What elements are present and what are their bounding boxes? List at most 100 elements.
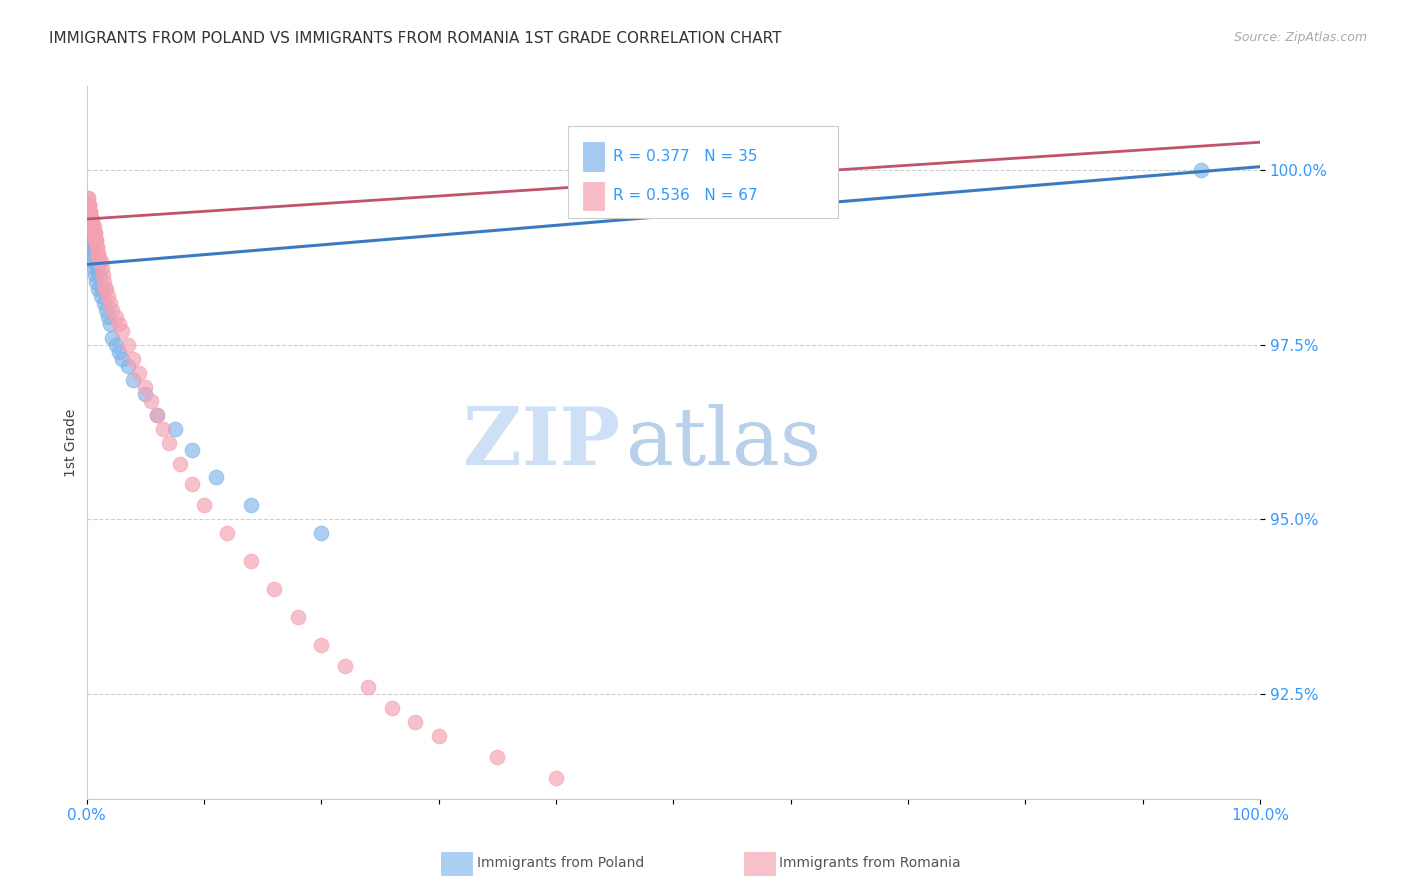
Point — [128, 366, 150, 380]
Text: R = 0.536   N = 67: R = 0.536 N = 67 — [613, 188, 758, 203]
Point — [76, 191, 98, 205]
Point — [79, 205, 101, 219]
Point — [117, 359, 139, 373]
Point — [181, 442, 204, 457]
Point — [90, 282, 112, 296]
Point — [79, 205, 101, 219]
Point — [84, 233, 107, 247]
Point — [86, 240, 108, 254]
Point — [97, 310, 120, 324]
Point — [93, 275, 115, 289]
Point — [309, 638, 332, 652]
Point — [404, 714, 426, 729]
Point — [357, 680, 380, 694]
Point — [80, 233, 103, 247]
Point — [104, 338, 127, 352]
Point — [333, 659, 356, 673]
Point — [87, 247, 110, 261]
Point — [83, 226, 105, 240]
Point — [82, 254, 104, 268]
Point — [77, 198, 100, 212]
Bar — [583, 142, 605, 170]
Point — [83, 233, 105, 247]
Point — [83, 226, 105, 240]
Point — [239, 499, 262, 513]
Point — [134, 380, 156, 394]
Point — [90, 289, 112, 303]
Point — [111, 351, 134, 366]
Point — [87, 247, 110, 261]
Point — [76, 198, 98, 212]
Point — [91, 268, 114, 282]
Point — [93, 296, 115, 310]
Point — [80, 212, 103, 227]
Point — [104, 310, 127, 324]
Point — [80, 212, 103, 227]
Y-axis label: 1st Grade: 1st Grade — [65, 409, 79, 476]
Point — [139, 393, 162, 408]
Point — [79, 212, 101, 227]
Point — [287, 610, 309, 624]
Point — [77, 233, 100, 247]
Point — [101, 331, 124, 345]
Point — [381, 701, 404, 715]
Point — [181, 477, 204, 491]
Point — [117, 338, 139, 352]
Text: R = 0.377   N = 35: R = 0.377 N = 35 — [613, 149, 758, 164]
Point — [90, 254, 112, 268]
Point — [83, 226, 105, 240]
Point — [89, 254, 111, 268]
Text: atlas: atlas — [626, 403, 821, 482]
Point — [82, 212, 104, 227]
Text: ZIP: ZIP — [464, 403, 620, 482]
Text: IMMIGRANTS FROM POLAND VS IMMIGRANTS FROM ROMANIA 1ST GRADE CORRELATION CHART: IMMIGRANTS FROM POLAND VS IMMIGRANTS FRO… — [49, 31, 782, 46]
Point — [79, 205, 101, 219]
Point — [152, 421, 174, 435]
Bar — [583, 182, 605, 210]
Point — [163, 421, 186, 435]
Point — [86, 240, 108, 254]
Point — [146, 408, 169, 422]
Point — [108, 344, 131, 359]
Point — [77, 198, 100, 212]
Point — [76, 198, 98, 212]
Point — [89, 268, 111, 282]
Point — [217, 526, 239, 541]
Point — [84, 275, 107, 289]
Point — [87, 282, 110, 296]
Point — [83, 226, 105, 240]
Point — [84, 233, 107, 247]
Point — [1189, 163, 1212, 178]
Point — [101, 302, 124, 317]
Point — [204, 470, 226, 484]
Point — [90, 260, 112, 275]
Point — [96, 282, 118, 296]
Point — [239, 554, 262, 568]
Point — [94, 282, 117, 296]
Point — [309, 526, 332, 541]
Point — [76, 198, 98, 212]
Point — [157, 435, 180, 450]
Point — [83, 268, 105, 282]
Point — [86, 260, 108, 275]
Point — [98, 317, 121, 331]
Text: Source: ZipAtlas.com: Source: ZipAtlas.com — [1233, 31, 1367, 45]
Point — [97, 289, 120, 303]
Point — [77, 198, 100, 212]
Point — [263, 582, 285, 597]
Point — [96, 302, 118, 317]
Point — [77, 205, 100, 219]
Point — [98, 296, 121, 310]
Point — [427, 729, 450, 743]
Point — [122, 373, 145, 387]
Text: Immigrants from Romania: Immigrants from Romania — [779, 856, 960, 871]
Point — [122, 351, 145, 366]
Point — [169, 457, 191, 471]
Point — [82, 240, 104, 254]
Point — [82, 219, 104, 233]
Point — [111, 324, 134, 338]
Point — [76, 191, 98, 205]
Point — [79, 240, 101, 254]
Point — [108, 317, 131, 331]
Point — [80, 212, 103, 227]
